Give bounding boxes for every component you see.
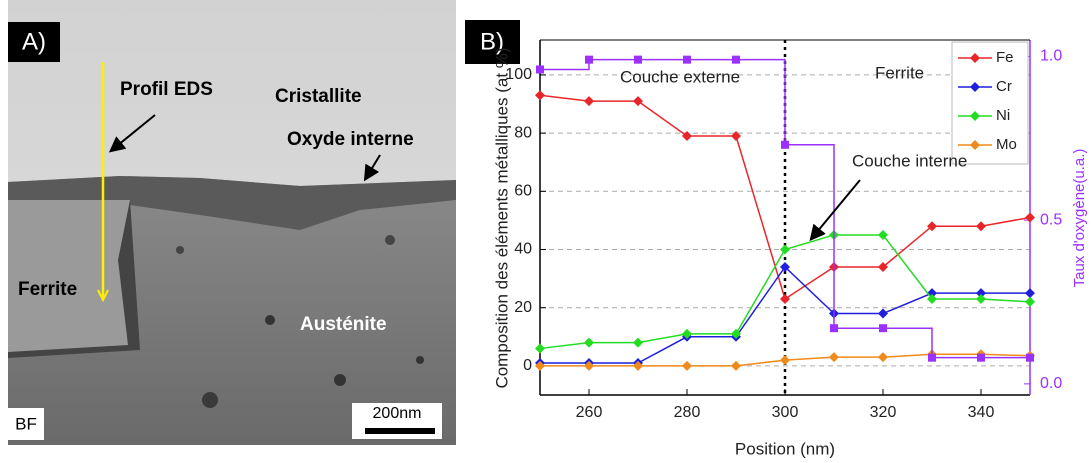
point: [878, 352, 888, 363]
image-label: Ferrite: [18, 279, 77, 300]
imaging-mode: BF: [15, 414, 37, 433]
x-tick-label: 340: [968, 404, 995, 421]
point: [683, 55, 691, 64]
point: [780, 261, 790, 272]
point: [927, 221, 937, 232]
x-axis-title: Position (nm): [735, 439, 835, 458]
legend-label: Fe: [996, 49, 1014, 66]
point: [585, 55, 593, 64]
point: [976, 221, 986, 232]
point: [633, 96, 643, 107]
point: [633, 337, 643, 348]
legend-marker: [970, 140, 980, 150]
point: [781, 140, 789, 149]
point: [927, 293, 937, 304]
point: [976, 293, 986, 304]
annotation: Couche interne: [852, 151, 967, 170]
legend-label: Mo: [996, 136, 1017, 153]
point: [584, 337, 594, 348]
point: [584, 360, 594, 371]
annotation: Couche externe: [620, 67, 740, 86]
y2-tick-label: 0.5: [1040, 211, 1062, 228]
micrograph: A) Profil EDS Cristallite Oxyde interne …: [8, 0, 456, 445]
point: [584, 96, 594, 107]
point: [780, 244, 790, 255]
point: [878, 261, 888, 272]
y-axis-title: Composition des éléments métalliques (at…: [492, 47, 511, 388]
point: [1025, 288, 1035, 299]
point: [682, 360, 692, 371]
image-label: Cristallite: [275, 86, 362, 107]
point: [682, 328, 692, 339]
point: [1025, 212, 1035, 223]
y-tick-label: 40: [514, 241, 532, 258]
point: [536, 65, 544, 74]
legend-marker: [970, 53, 980, 63]
scale-bar-label: 200nm: [373, 405, 422, 422]
point: [633, 360, 643, 371]
legend-marker: [970, 82, 980, 92]
legend-label: Ni: [996, 107, 1010, 124]
image-label: Oxyde interne: [287, 129, 414, 150]
image-label: Profil EDS: [120, 79, 213, 100]
y-tick-label: 60: [514, 183, 532, 200]
point: [535, 360, 545, 371]
panel-label: A): [22, 28, 46, 55]
point: [731, 131, 741, 142]
point: [634, 55, 642, 64]
point: [682, 131, 692, 142]
point: [928, 353, 936, 362]
point: [780, 293, 790, 304]
x-tick-label: 260: [576, 404, 603, 421]
point: [535, 90, 545, 101]
point: [731, 328, 741, 339]
point: [731, 360, 741, 371]
point: [732, 55, 740, 64]
point: [780, 355, 790, 366]
point: [878, 229, 888, 240]
point: [535, 343, 545, 354]
y2-tick-label: 1.0: [1040, 48, 1062, 65]
y2-tick-label: 0.0: [1040, 375, 1062, 392]
y-tick-label: 0: [523, 357, 532, 374]
x-tick-label: 280: [674, 404, 701, 421]
point: [1026, 353, 1034, 362]
panel-label: B): [480, 28, 504, 55]
image-label: Austénite: [300, 314, 387, 335]
point: [829, 352, 839, 363]
point: [977, 353, 985, 362]
point: [1025, 296, 1035, 307]
annotation-arrow: [809, 179, 861, 242]
x-tick-label: 300: [772, 404, 799, 421]
legend-label: Cr: [996, 78, 1012, 95]
legend-marker: [970, 111, 980, 121]
y2-axis-title: Taux d'oxygène(u.a.): [1071, 149, 1088, 288]
point: [976, 288, 986, 299]
y-tick-label: 20: [514, 299, 532, 316]
x-tick-label: 320: [870, 404, 897, 421]
y-tick-label: 80: [514, 124, 532, 141]
point: [879, 324, 887, 333]
legend-box: [951, 41, 1029, 165]
y-tick-label: 100: [505, 66, 532, 83]
point: [830, 324, 838, 333]
point: [878, 308, 888, 319]
annotation: Ferrite: [875, 63, 924, 82]
